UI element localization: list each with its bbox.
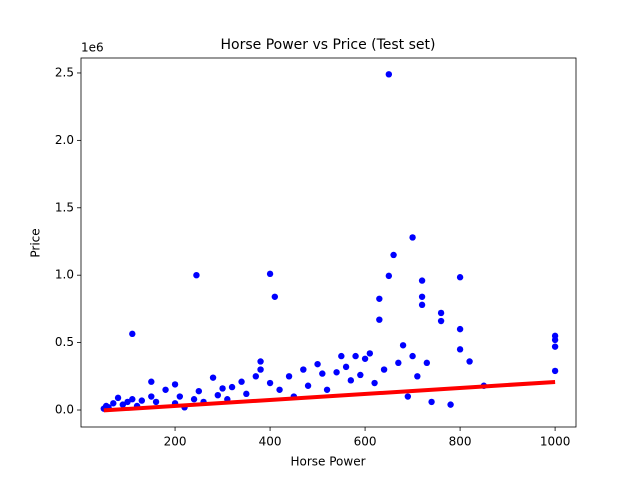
scatter-point: [252, 373, 260, 380]
x-axis-label: Horse Power: [290, 455, 365, 469]
scatter-point: [414, 373, 421, 380]
scatter-point: [366, 350, 374, 357]
scatter-point: [257, 366, 264, 373]
scatter-point: [437, 309, 445, 317]
scatter-point: [209, 374, 217, 381]
scatter-point: [243, 390, 250, 398]
scatter-point: [352, 352, 359, 360]
scatter-point: [399, 342, 407, 349]
y-tick-label: 2.0: [55, 133, 74, 147]
scatter-point: [466, 358, 473, 365]
scatter-point: [385, 71, 393, 78]
scatter-point: [385, 272, 393, 280]
scatter-point: [380, 366, 388, 373]
scatter-point: [129, 396, 136, 403]
scatter-point: [124, 398, 131, 406]
x-tick-label: 600: [354, 435, 377, 449]
scatter-point: [304, 382, 312, 389]
y-axis-label: Price: [29, 228, 43, 257]
scatter-point: [300, 366, 307, 373]
axes-frame: [80, 57, 577, 428]
scatter-point: [323, 386, 331, 393]
scatter-point: [238, 378, 245, 385]
scatter-point: [551, 336, 559, 344]
scatter-point: [214, 391, 222, 399]
scatter-point: [314, 360, 321, 368]
scatter-point: [219, 385, 226, 392]
scatter-point: [266, 270, 274, 278]
scatter-point: [138, 397, 146, 404]
scatter-point: [152, 398, 160, 406]
scatter-point: [409, 352, 416, 360]
scatter-point: [357, 371, 364, 379]
x-tick-label: 800: [449, 435, 472, 449]
y-offset-label: 1e6: [81, 41, 104, 55]
scatter-point: [423, 359, 431, 367]
scatter-point: [447, 401, 454, 408]
regression-line: [103, 379, 556, 413]
scatter-point: [376, 295, 383, 302]
scatter-point: [162, 386, 169, 393]
scatter-point: [114, 394, 122, 402]
scatter-point: [376, 316, 383, 323]
scatter-point: [456, 325, 464, 333]
y-tick-label: 0.0: [55, 403, 74, 417]
scatter-point: [333, 369, 340, 376]
scatter-point: [319, 370, 326, 377]
scatter-point: [338, 352, 345, 360]
plot-area: [100, 71, 559, 413]
scatter-point: [171, 381, 179, 388]
scatter-point: [361, 355, 369, 362]
scatter-point: [193, 271, 200, 279]
x-tick-label: 400: [259, 435, 282, 449]
scatter-point: [257, 358, 264, 365]
scatter-point: [418, 293, 426, 300]
chart-title: Horse Power vs Price (Test set): [221, 37, 436, 53]
scatter-point: [456, 346, 464, 353]
x-tick-label: 1000: [540, 435, 571, 449]
scatter-point: [195, 387, 203, 395]
scatter-point: [148, 393, 155, 400]
scatter-point: [148, 378, 155, 385]
y-tick-label: 1.5: [55, 200, 74, 214]
x-tick-label: 200: [164, 435, 187, 449]
scatter-point: [390, 251, 397, 259]
y-tick-label: 2.5: [55, 65, 74, 79]
scatter-point: [409, 234, 416, 241]
scatter-point: [228, 383, 236, 391]
scatter-point: [418, 277, 426, 284]
scatter-point: [371, 379, 378, 387]
scatter-point: [342, 363, 350, 371]
y-tick-label: 1.0: [55, 268, 74, 282]
scatter-point: [176, 393, 184, 400]
scatter-point: [271, 293, 279, 300]
scatter-point: [285, 373, 293, 380]
scatter-point: [456, 274, 464, 281]
scatter-point: [276, 386, 283, 393]
scatter-point: [190, 396, 198, 403]
scatter-point: [110, 400, 117, 407]
y-tick-label: 0.5: [55, 335, 74, 349]
scatter-point: [119, 401, 127, 408]
scatter-point: [551, 367, 559, 375]
scatter-point: [129, 330, 136, 338]
scatter-point: [551, 343, 559, 350]
scatter-point: [418, 301, 426, 309]
scatter-point: [437, 317, 445, 325]
scatter-point: [404, 393, 412, 400]
scatter-point: [347, 377, 355, 384]
scatter-point: [428, 398, 435, 406]
scatter-point: [266, 379, 274, 387]
scatter-point: [395, 359, 402, 367]
